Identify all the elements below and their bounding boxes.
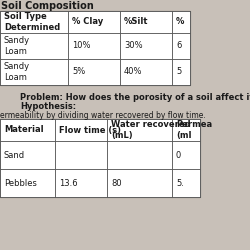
Bar xyxy=(0,33,68,59)
Text: 5.: 5. xyxy=(176,178,184,188)
Bar xyxy=(172,141,200,169)
Bar xyxy=(0,11,190,85)
Text: Material: Material xyxy=(4,126,44,134)
Text: Hypothesis:: Hypothesis: xyxy=(20,102,76,111)
Bar xyxy=(0,119,55,141)
Bar xyxy=(107,169,172,197)
Bar xyxy=(120,59,172,85)
Text: ermeability by dividing water recovered by flow time.: ermeability by dividing water recovered … xyxy=(0,111,206,120)
Bar xyxy=(0,59,68,85)
Bar xyxy=(68,33,120,59)
Bar xyxy=(172,169,200,197)
Text: Permea
(ml: Permea (ml xyxy=(176,120,212,140)
Text: 10%: 10% xyxy=(72,42,90,50)
Bar xyxy=(0,11,68,33)
Text: Soil Composition: Soil Composition xyxy=(1,1,94,11)
Bar xyxy=(120,11,172,33)
Text: 5%: 5% xyxy=(72,68,85,76)
Text: Sandy
Loam: Sandy Loam xyxy=(4,62,30,82)
Bar xyxy=(107,119,172,141)
Bar xyxy=(68,59,120,85)
Bar xyxy=(55,119,107,141)
Bar xyxy=(0,141,55,169)
Text: 30%: 30% xyxy=(124,42,142,50)
Text: Sand: Sand xyxy=(4,150,25,160)
Text: Problem: How does the porosity of a soil affect its permea: Problem: How does the porosity of a soil… xyxy=(20,93,250,102)
Text: Water recovered
(mL): Water recovered (mL) xyxy=(111,120,191,140)
Text: 13.6: 13.6 xyxy=(59,178,78,188)
Bar xyxy=(107,141,172,169)
Bar xyxy=(68,11,120,33)
Text: %: % xyxy=(176,18,184,26)
Text: 40%: 40% xyxy=(124,68,142,76)
Text: Pebbles: Pebbles xyxy=(4,178,37,188)
Bar xyxy=(172,59,190,85)
Bar xyxy=(55,141,107,169)
Bar xyxy=(0,169,55,197)
Text: 80: 80 xyxy=(111,178,122,188)
Bar xyxy=(0,119,200,197)
Text: 0: 0 xyxy=(176,150,181,160)
Text: Soil Type
Determined: Soil Type Determined xyxy=(4,12,60,32)
Bar xyxy=(172,11,190,33)
Text: % Clay: % Clay xyxy=(72,18,103,26)
Bar xyxy=(172,119,200,141)
Text: 5: 5 xyxy=(176,68,181,76)
Bar xyxy=(55,169,107,197)
Text: Flow time (s): Flow time (s) xyxy=(59,126,121,134)
Bar xyxy=(120,33,172,59)
Text: %Silt: %Silt xyxy=(124,18,148,26)
Text: Sandy
Loam: Sandy Loam xyxy=(4,36,30,56)
Bar xyxy=(172,33,190,59)
Text: 6: 6 xyxy=(176,42,182,50)
